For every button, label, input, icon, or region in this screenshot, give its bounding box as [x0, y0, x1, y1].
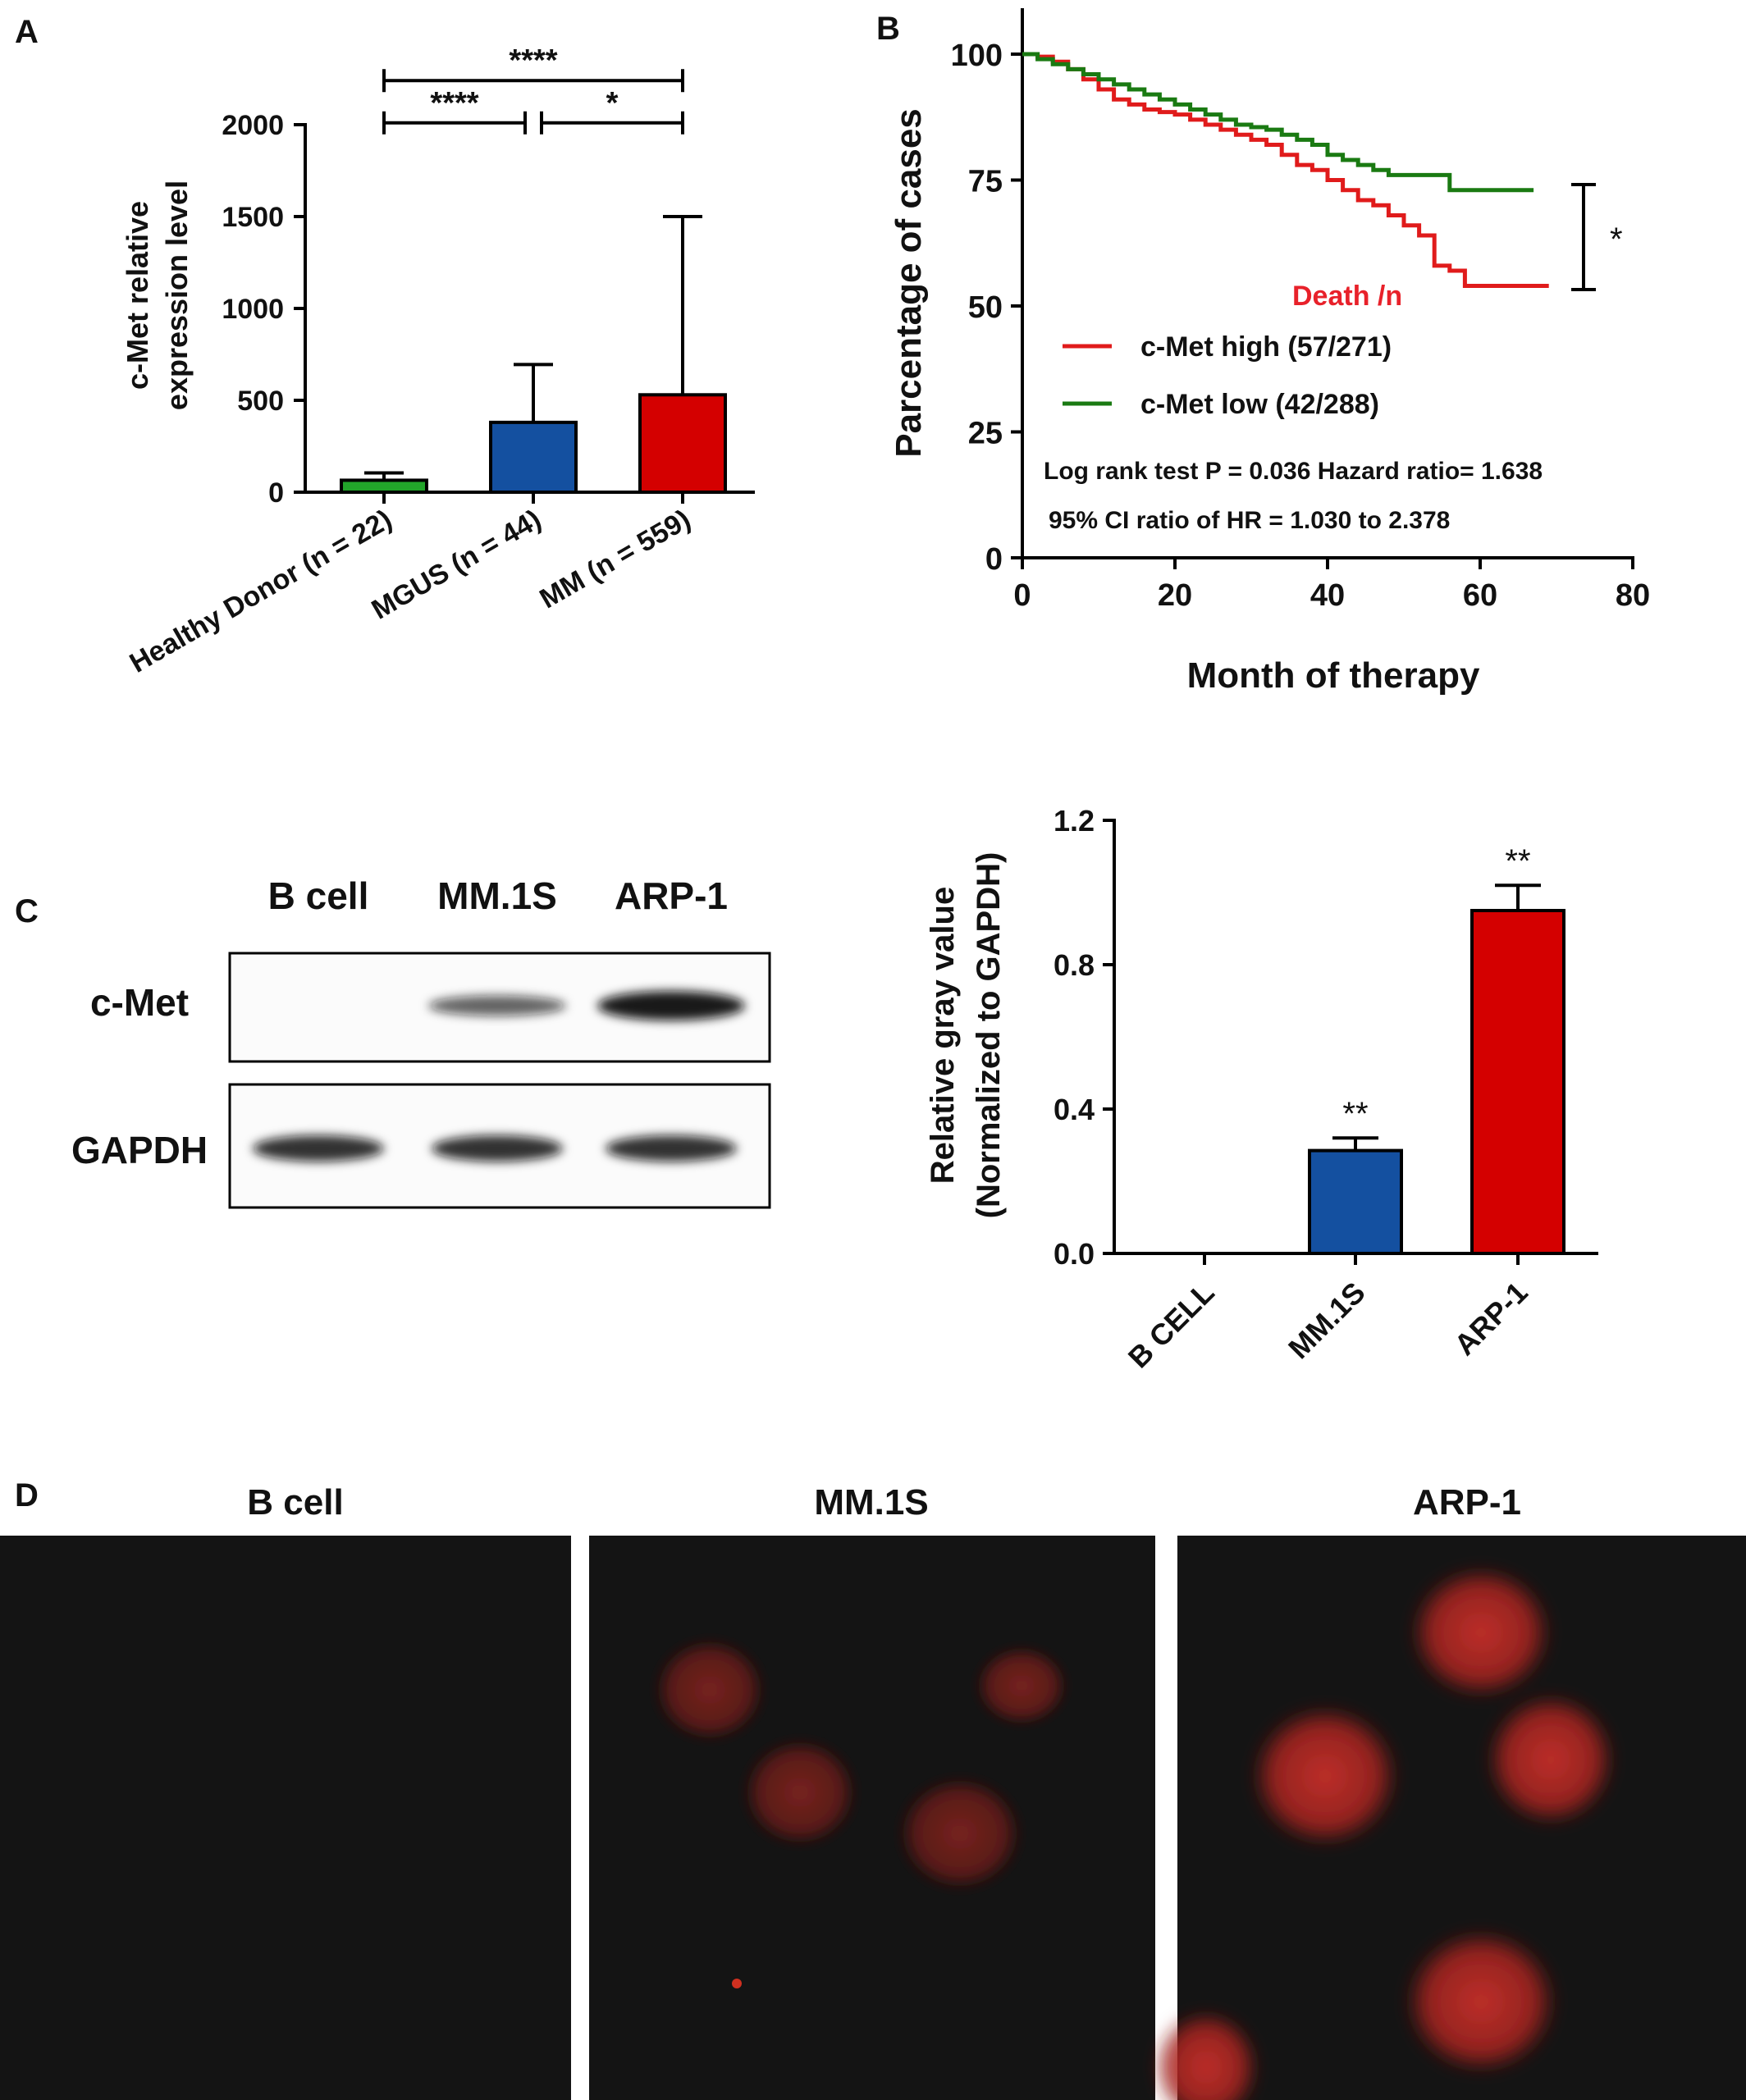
x-tick-label: MGUS (n = 44)	[367, 504, 546, 626]
chart-b-xlabel: Month of therapy	[1187, 655, 1480, 696]
blot-row-label: c-Met	[90, 981, 189, 1024]
fluor-title: B cell	[247, 1482, 343, 1522]
y-tick-label: 0	[268, 477, 284, 509]
stats-line-1: Log rank test P = 0.036 Hazard ratio= 1.…	[1044, 458, 1543, 485]
legend-high-label: c-Met high (57/271)	[1140, 331, 1392, 363]
sig-label: ****	[430, 86, 478, 121]
y-tick-label: 75	[968, 165, 1003, 199]
blot-band	[606, 1135, 737, 1162]
blot-lane-label: ARP-1	[615, 874, 728, 917]
blot-lane-label: B cell	[268, 874, 369, 917]
chart-a-ylabel-1: c-Met relative	[121, 201, 154, 390]
y-tick-label: 0.4	[1054, 1093, 1095, 1126]
x-tick-label: MM (n = 559)	[534, 504, 696, 614]
bar	[340, 478, 428, 495]
panel-label-a: A	[15, 14, 39, 50]
y-tick-label: 1.2	[1054, 804, 1095, 838]
fluor-image-bcell	[0, 1536, 571, 2100]
chart-c-ylabel-2: (Normalized to GAPDH)	[971, 852, 1007, 1219]
chart-c-ylabel-1: Relative gray value	[925, 887, 961, 1184]
legend-low-label: c-Met low (42/288)	[1140, 389, 1379, 420]
cell	[1409, 1565, 1553, 1700]
y-tick-label: 1000	[222, 294, 284, 325]
sig-star-b: *	[1610, 221, 1623, 258]
y-tick-label: 0.8	[1054, 948, 1095, 982]
bar	[1470, 909, 1565, 1255]
y-tick-label: 50	[968, 290, 1003, 325]
x-tick-label: 80	[1616, 578, 1650, 613]
cell	[652, 1637, 767, 1743]
chart-b-ylabel: Parcentage of cases	[889, 108, 929, 458]
y-tick-label: 100	[951, 39, 1003, 73]
blot-band	[432, 1135, 563, 1162]
cell	[974, 1645, 1069, 1727]
blot-band	[428, 995, 566, 1016]
cell	[741, 1737, 859, 1848]
cell	[1403, 1928, 1559, 2075]
panel-label-c: C	[15, 893, 39, 929]
y-tick-label: 1500	[222, 202, 284, 233]
blot-band	[597, 991, 745, 1020]
sig-label: ****	[509, 43, 557, 78]
y-tick-label: 0.0	[1054, 1237, 1095, 1271]
cell	[1153, 2010, 1259, 2100]
x-tick-label: 60	[1463, 578, 1497, 613]
sig-label: **	[1342, 1096, 1368, 1132]
death-label: Death /n	[1292, 281, 1402, 312]
western-blot: B cell MM.1S ARP-1 c-Met GAPDH	[71, 874, 771, 1209]
cell	[896, 1774, 1024, 1892]
x-tick-label: 20	[1158, 578, 1192, 613]
bar	[1308, 1148, 1403, 1255]
x-tick-label: 40	[1310, 578, 1345, 613]
y-tick-label: 2000	[222, 110, 284, 141]
panel-label-b: B	[876, 11, 900, 47]
stats-line-2: 95% CI ratio of HR = 1.030 to 2.378	[1049, 507, 1450, 534]
y-tick-label: 0	[985, 542, 1003, 577]
x-tick-label: Healthy Donor (n = 22)	[125, 504, 397, 679]
panel-label-d: D	[15, 1477, 39, 1513]
fluor-image-mm1s	[589, 1536, 1155, 2100]
y-tick-label: 500	[237, 386, 284, 417]
bar	[638, 393, 727, 494]
blot-band	[253, 1135, 384, 1162]
blot-lane-label: MM.1S	[437, 874, 557, 917]
sig-label: **	[1505, 843, 1530, 879]
cell	[1485, 1692, 1616, 1827]
fluor-title: MM.1S	[814, 1482, 928, 1522]
sig-label: *	[606, 86, 619, 121]
x-tick-label: 0	[1013, 578, 1031, 613]
speck	[732, 1979, 742, 1988]
x-tick-label: B CELL	[1122, 1276, 1221, 1375]
fluor-image-arp1	[1153, 1536, 1746, 2100]
legend-b: c-Met high (57/271) c-Met low (42/288)	[1063, 331, 1392, 420]
x-tick-label: ARP-1	[1447, 1276, 1533, 1362]
x-tick-label: MM.1S	[1282, 1276, 1372, 1366]
y-tick-label: 25	[968, 417, 1003, 451]
significance-bracket-b: *	[1571, 183, 1623, 291]
chart-a-ylabel-2: expression level	[160, 180, 194, 410]
km-curve-1	[1022, 52, 1534, 193]
chart-b: 0 25 50 75 100 0 20 40 60 80 Parcentage of cases…	[889, 8, 1650, 696]
fluor-title: ARP-1	[1413, 1482, 1521, 1522]
km-curve-0	[1022, 52, 1549, 288]
chart-c: 0.0 0.4 0.8 1.2 ** ** B CELL MM.1S ARP-1 Relat…	[925, 804, 1598, 1375]
cell	[1250, 1704, 1401, 1848]
blot-row-label: GAPDH	[71, 1129, 208, 1171]
bar	[489, 420, 578, 495]
